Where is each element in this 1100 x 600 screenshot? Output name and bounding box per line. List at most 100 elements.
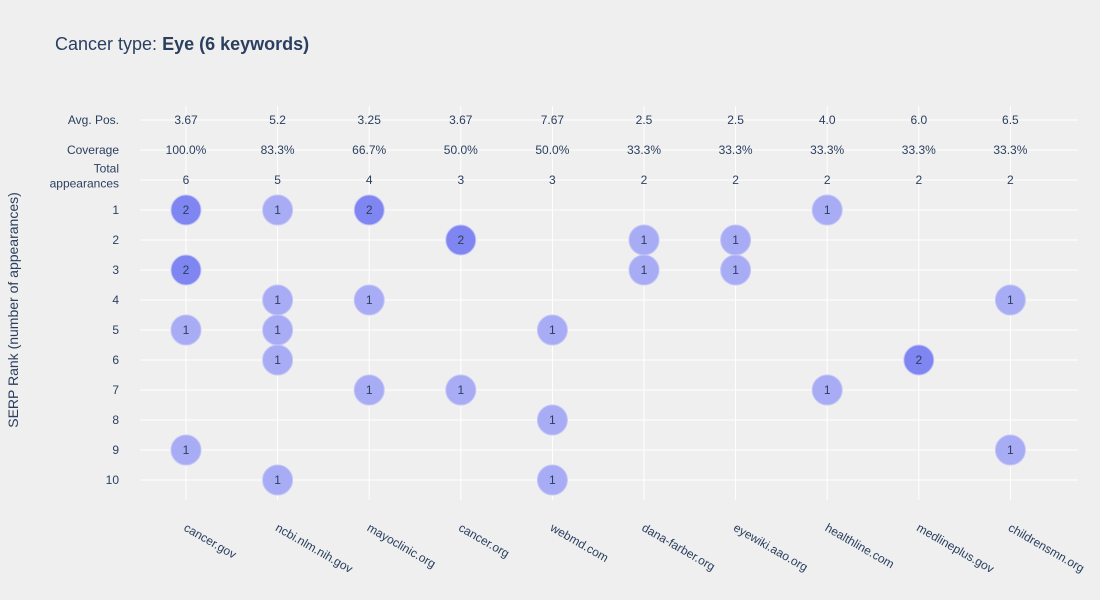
- summary-row-label: Coverage: [67, 143, 119, 157]
- x-tick-label: ncbi.nlm.nih.gov: [273, 520, 355, 575]
- bubble-count-label: 1: [274, 353, 281, 367]
- summary-value: 2: [641, 173, 648, 187]
- x-tick-label: dana-farber.org: [640, 520, 718, 573]
- bubble-marker: [170, 254, 202, 286]
- y-tick-label: 9: [112, 443, 119, 457]
- bubble-marker: [720, 254, 752, 286]
- bubble-marker: [445, 224, 477, 256]
- bubble-count-label: 1: [732, 263, 739, 277]
- gridlines: [140, 106, 1078, 500]
- summary-value: 6.5: [1002, 113, 1019, 127]
- bubble-count-label: 2: [366, 203, 373, 217]
- chart-title: Cancer type: Eye (6 keywords): [55, 34, 309, 54]
- bubble-marker: [445, 374, 477, 406]
- bubble-count-label: 1: [1007, 443, 1014, 457]
- bubbles: 2 2 1 1 1 1 1 1 1 2 1 1 2 1 1 1 1 1 1 1 1 1 1 2 1 1: [170, 194, 1026, 496]
- bubble-count-label: 1: [641, 263, 648, 277]
- bubble-marker: [628, 254, 660, 286]
- y-tick-label: 3: [112, 263, 119, 277]
- summary-value: 33.3%: [627, 143, 661, 157]
- summary-value: 2: [915, 173, 922, 187]
- y-tick-label: 2: [112, 233, 119, 247]
- bubble-marker: [170, 434, 202, 466]
- bubble-count-label: 1: [274, 323, 281, 337]
- bubble-marker: [994, 434, 1026, 466]
- summary-row-label-line: appearances: [50, 177, 119, 191]
- y-axis-title: SERP Rank (number of appearances): [5, 192, 21, 428]
- summary-value: 2.5: [727, 113, 744, 127]
- y-tick-label: 1: [112, 203, 119, 217]
- x-tick-label: cancer.gov: [182, 520, 239, 561]
- summary-value: 66.7%: [352, 143, 386, 157]
- summary-value: 100.0%: [166, 143, 207, 157]
- y-tick-label: 10: [106, 473, 120, 487]
- bubble-count-label: 1: [549, 323, 556, 337]
- summary-value: 50.0%: [444, 143, 478, 157]
- summary-value: 2.5: [636, 113, 653, 127]
- summary-rows: Avg. Pos. 3.67 5.2 3.25 3.67 7.67 2.5 2.5 4.0 6.0…: [50, 113, 1028, 191]
- bubble-marker: [903, 344, 935, 376]
- summary-value: 50.0%: [535, 143, 569, 157]
- bubble-count-label: 1: [366, 293, 373, 307]
- bubble-marker: [353, 194, 385, 226]
- bubble-count-label: 1: [824, 203, 831, 217]
- summary-value: 3.67: [449, 113, 473, 127]
- x-tick-label: childrensmn.org: [1006, 520, 1087, 575]
- bubble-count-label: 1: [274, 203, 281, 217]
- x-tick-label: eyewiki.aao.org: [731, 520, 810, 574]
- summary-value: 5.2: [269, 113, 286, 127]
- summary-row-label: Total appearances: [50, 162, 119, 191]
- bubble-count-label: 2: [915, 353, 922, 367]
- x-tick-label: cancer.org: [456, 520, 512, 560]
- bubble-marker: [536, 464, 568, 496]
- summary-value: 2: [732, 173, 739, 187]
- summary-value: 33.3%: [902, 143, 936, 157]
- summary-value: 33.3%: [810, 143, 844, 157]
- summary-row-label-line: Total: [94, 162, 119, 176]
- y-tick-label: 4: [112, 293, 119, 307]
- summary-value: 4.0: [819, 113, 836, 127]
- bubble-marker: [262, 464, 294, 496]
- summary-value: 4: [366, 173, 373, 187]
- bubble-count-label: 2: [183, 203, 190, 217]
- summary-value: 5: [274, 173, 281, 187]
- y-tick-label: 7: [112, 383, 119, 397]
- bubble-count-label: 1: [366, 383, 373, 397]
- bubble-count-label: 1: [183, 443, 190, 457]
- bubble-count-label: 2: [183, 263, 190, 277]
- bubble-marker: [353, 374, 385, 406]
- x-tick-label: webmd.com: [547, 520, 611, 565]
- summary-value: 3.67: [174, 113, 198, 127]
- bubble-count-label: 2: [457, 233, 464, 247]
- bubble-count-label: 1: [183, 323, 190, 337]
- chart-title-bold: Eye (6 keywords): [162, 34, 309, 54]
- summary-value: 6: [183, 173, 190, 187]
- summary-value: 2: [1007, 173, 1014, 187]
- summary-value: 3.25: [358, 113, 382, 127]
- summary-value: 3: [549, 173, 556, 187]
- summary-row-label: Avg. Pos.: [68, 113, 119, 127]
- summary-value: 3: [457, 173, 464, 187]
- bubble-marker: [353, 284, 385, 316]
- bubble-marker: [170, 194, 202, 226]
- y-axis-ticks: 1 2 3 4 5 6 7 8 9 10: [106, 203, 120, 487]
- chart-title-prefix: Cancer type:: [55, 34, 162, 54]
- y-tick-label: 5: [112, 323, 119, 337]
- bubble-marker: [994, 284, 1026, 316]
- bubble-count-label: 1: [274, 473, 281, 487]
- bubble-count-label: 1: [824, 383, 831, 397]
- y-tick-label: 8: [112, 413, 119, 427]
- bubble-marker: [262, 344, 294, 376]
- bubble-count-label: 1: [641, 233, 648, 247]
- bubble-count-label: 1: [549, 473, 556, 487]
- bubble-marker: [262, 194, 294, 226]
- bubble-count-label: 1: [1007, 293, 1014, 307]
- x-tick-label: medlineplus.gov: [914, 520, 996, 575]
- summary-value: 33.3%: [993, 143, 1027, 157]
- x-axis-ticks: cancer.gov ncbi.nlm.nih.gov mayoclinic.org…: [182, 520, 1087, 576]
- summary-value: 7.67: [541, 113, 565, 127]
- bubble-marker: [170, 314, 202, 346]
- summary-value: 6.0: [910, 113, 927, 127]
